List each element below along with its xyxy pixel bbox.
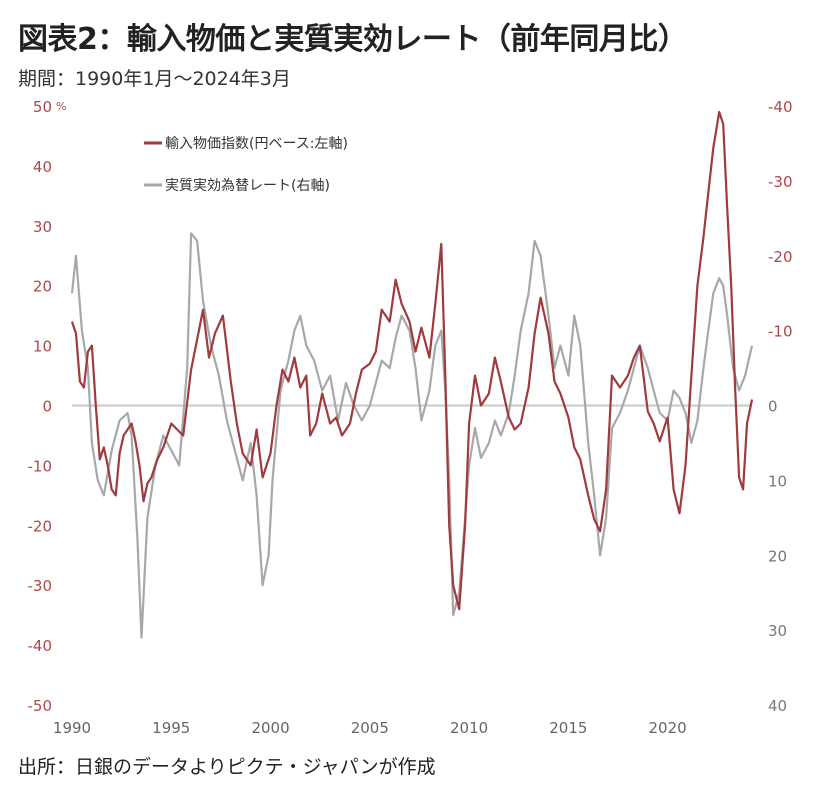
y-right-tick-label: 0 — [768, 398, 778, 416]
legend-label: 輸入物価指数(円ベース:左軸) — [165, 136, 348, 152]
x-tick-label: 2020 — [649, 719, 687, 737]
y-left-tick-label: 20 — [33, 278, 52, 296]
chart-source: 出所：日銀のデータよりピクテ・ジャパンが作成 — [18, 756, 436, 778]
y-right-tick-label: -30 — [768, 173, 793, 191]
y-right-tick-label: 20 — [768, 547, 787, 565]
y-right-tick-label: 40 — [768, 697, 787, 715]
x-tick-label: 2005 — [351, 719, 389, 737]
y-left-tick-label: -50 — [28, 697, 53, 715]
legend-label: 実質実効為替レート(右軸) — [165, 178, 330, 194]
series-reer-line — [70, 232, 754, 639]
y-left-tick-label: -40 — [28, 637, 53, 655]
x-tick-label: 2000 — [251, 719, 289, 737]
y-left-tick-label: 40 — [33, 158, 52, 176]
y-left-tick-label: 50 — [33, 98, 52, 116]
x-tick-label: 1995 — [152, 719, 190, 737]
chart-subtitle: 期間：1990年1月～2024年3月 — [18, 68, 291, 90]
y-right-tick-label: -20 — [768, 248, 793, 266]
y-right-tick-label: 30 — [768, 622, 787, 640]
y-right-tick-label: 10 — [768, 472, 787, 490]
y-right-tick-label: -40 — [768, 98, 793, 116]
page-title: 図表2：輸入物価と実質実効レート（前年同月比） — [18, 22, 688, 57]
y-left-tick-label: -20 — [28, 517, 53, 535]
y-left-tick-label: -10 — [28, 457, 53, 475]
y-left-tick-label: -30 — [28, 577, 53, 595]
x-tick-label: 1990 — [53, 719, 91, 737]
y-right-tick-label: -10 — [768, 323, 793, 341]
x-tick-label: 2010 — [450, 719, 488, 737]
y-left-tick-label: 0 — [42, 398, 52, 416]
series-import-price-line — [70, 110, 754, 611]
y-left-tick-label: 30 — [33, 218, 52, 236]
x-tick-label: 2015 — [549, 719, 587, 737]
y-left-tick-label: 10 — [33, 338, 52, 356]
y-left-unit: % — [56, 100, 66, 113]
